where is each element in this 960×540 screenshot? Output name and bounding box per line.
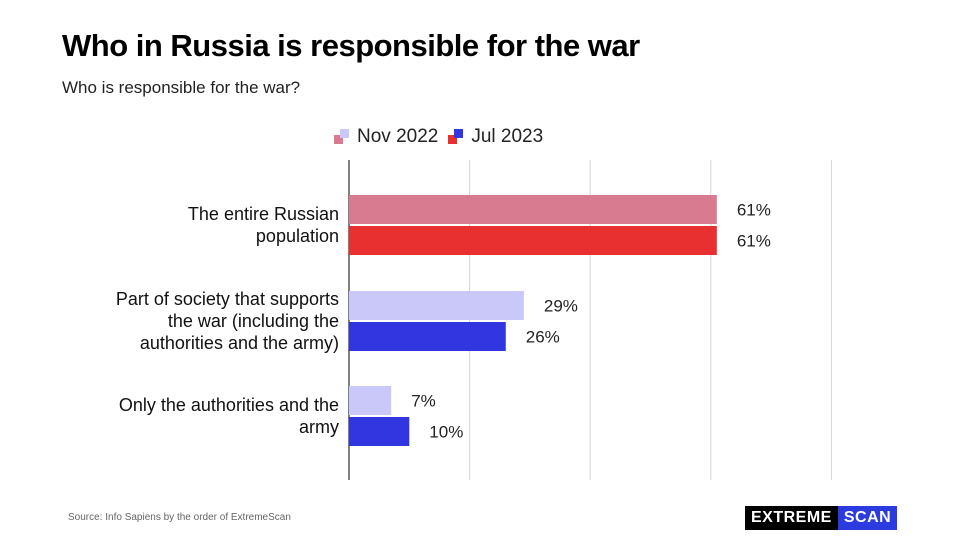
data-label: 61% [737,201,771,220]
category-label: The entire Russian population [188,204,339,246]
data-label: 7% [411,392,436,411]
legend-swatch-jul-2023 [448,129,464,145]
bar-nov-2022 [349,291,524,320]
category-label: Only the authorities and the army [119,395,339,437]
brand-logo-part2: SCAN [837,506,898,530]
brand-logo: EXTREME SCAN [745,506,898,530]
data-label: 29% [544,297,578,316]
legend-label-jul-2023: Jul 2023 [471,126,544,147]
legend-label-nov-2022: Nov 2022 [357,126,439,147]
bar-jul-2023 [349,417,410,446]
chart-title: Who in Russia is responsible for the war [62,28,640,63]
source-note: Source: Info Sapiens by the order of Ext… [68,512,291,523]
legend-swatch-nov-2022 [334,129,350,145]
data-label: 61% [737,232,771,251]
brand-logo-part1: EXTREME [745,506,838,530]
chart-subtitle: Who is responsible for the war? [62,78,301,97]
data-label: 26% [526,328,560,347]
bar-nov-2022 [349,195,717,224]
legend-item-jul-2023: Jul 2023 [448,126,543,148]
legend: Nov 2022 Jul 2023 [334,126,543,148]
bar-jul-2023 [349,322,506,351]
category-label: Part of society that supports the war (in… [116,289,339,353]
bar-jul-2023 [349,226,717,255]
legend-item-nov-2022: Nov 2022 [334,126,438,148]
data-label: 10% [429,423,463,442]
bar-nov-2022 [349,386,392,415]
